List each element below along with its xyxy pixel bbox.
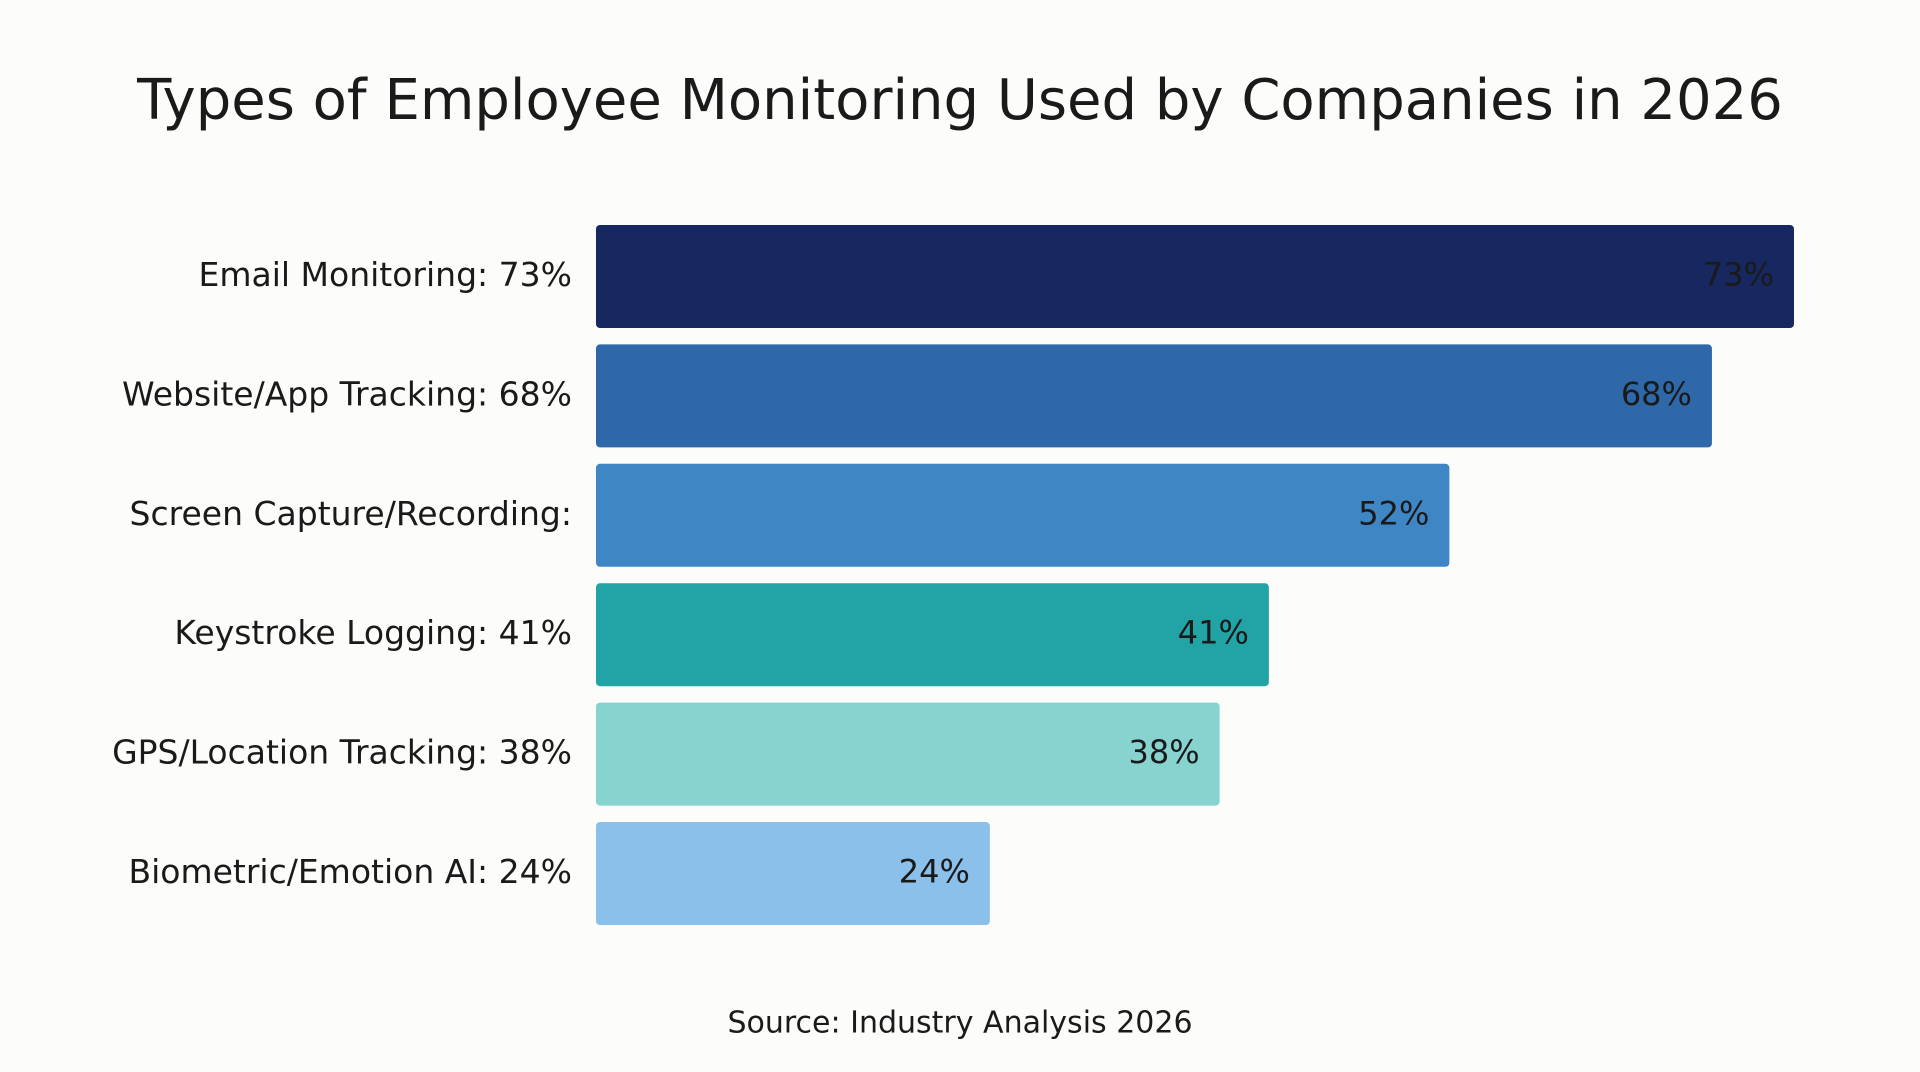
value-label: 24% <box>899 853 970 891</box>
chart-title: Types of Employee Monitoring Used by Com… <box>136 68 1783 133</box>
category-label: Keystroke Logging: 41% <box>174 613 572 652</box>
category-label: GPS/Location Tracking: 38% <box>112 733 572 772</box>
value-label: 73% <box>1703 256 1774 294</box>
value-label: 41% <box>1178 614 1249 652</box>
category-label: Website/App Tracking: 68% <box>122 374 572 413</box>
value-label: 38% <box>1128 733 1199 771</box>
bar <box>596 583 1269 687</box>
value-label: 52% <box>1358 494 1429 532</box>
category-label: Biometric/Emotion AI: 24% <box>128 852 572 891</box>
source-note: Source: Industry Analysis 2026 <box>727 1006 1192 1041</box>
bar <box>596 463 1450 567</box>
bar <box>596 225 1794 328</box>
category-label: Email Monitoring: 73% <box>199 255 572 294</box>
value-label: 68% <box>1621 375 1692 413</box>
bar <box>596 822 990 925</box>
category-label: Screen Capture/Recording: <box>130 494 572 533</box>
bar <box>596 702 1220 806</box>
bar <box>596 344 1712 448</box>
